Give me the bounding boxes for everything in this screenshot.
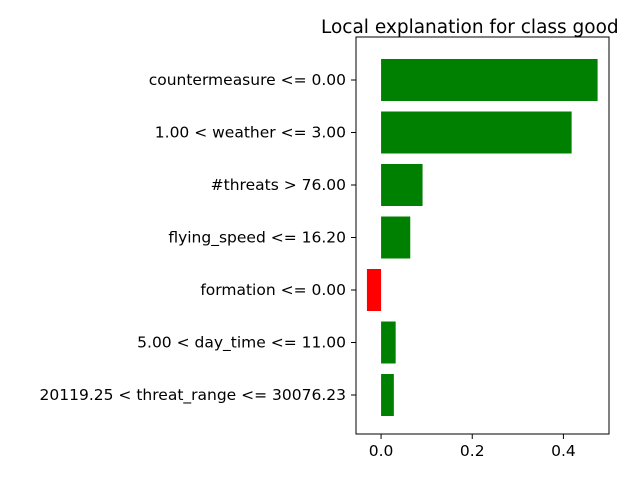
bar-6	[381, 374, 394, 416]
bar-1	[381, 111, 572, 154]
x-axis: 0.0 0.2 0.4	[369, 434, 576, 460]
category-label-3: flying_speed <= 16.20	[168, 229, 346, 248]
category-label-0: countermeasure <= 0.00	[149, 71, 346, 89]
category-label-4: formation <= 0.00	[200, 281, 346, 299]
bar-3	[381, 216, 411, 259]
bar-4	[366, 269, 382, 311]
category-labels: countermeasure <= 0.00 1.00 < weather <= …	[40, 71, 356, 405]
bars-group	[366, 59, 598, 416]
bar-2	[381, 164, 423, 206]
category-label-2: #threats > 76.00	[211, 176, 346, 194]
x-tick-label-2: 0.4	[551, 442, 576, 460]
x-tick-label-0: 0.0	[369, 442, 394, 460]
x-tick-label-1: 0.2	[460, 442, 485, 460]
category-label-5: 5.00 < day_time <= 11.00	[137, 334, 346, 353]
category-label-1: 1.00 < weather <= 3.00	[155, 124, 346, 142]
bar-0	[381, 59, 598, 101]
plot-frame	[355, 36, 610, 435]
bar-5	[381, 321, 396, 364]
category-label-6: 20119.25 < threat_range <= 30076.23	[40, 386, 346, 405]
chart-title: Local explanation for class good	[321, 17, 619, 38]
